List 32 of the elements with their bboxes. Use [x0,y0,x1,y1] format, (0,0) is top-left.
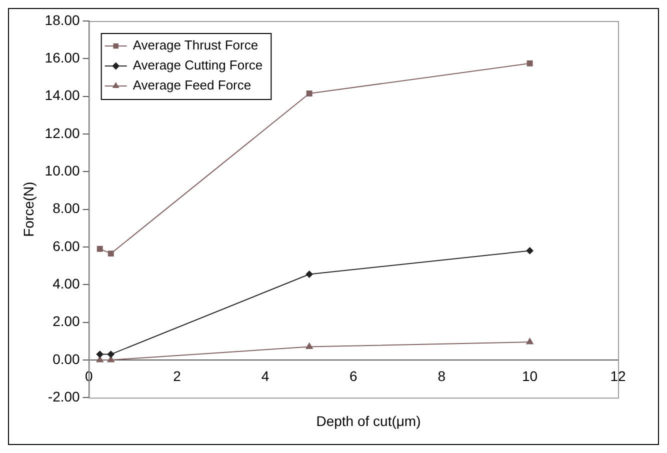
y-tick-label: 2.00 [52,313,80,330]
y-tick-label: 18.00 [44,12,80,28]
x-tick-label: 4 [261,368,270,384]
point [108,250,114,257]
y-axis-title: Force(N) [20,182,36,237]
point [96,350,104,358]
point [306,270,313,278]
point [107,350,114,358]
y-tick-label: 10.00 [44,162,80,178]
legend-label: Average Feed Force [132,78,252,93]
y-tick-label: 8.00 [52,200,80,216]
x-tick-label: 10 [522,368,538,384]
y-tick-label: 4.00 [52,275,80,292]
x-tick-label: 8 [438,368,446,384]
y-tick-label: 12.00 [44,124,80,141]
point [96,246,103,252]
y-tick-label: 0.00 [52,350,80,367]
y-tick-label: 16.00 [44,50,80,66]
x-tick-label: 6 [350,368,358,384]
point [306,342,313,350]
y-tick-label: 14.00 [44,87,80,104]
y-tick-label: 6.00 [52,238,80,254]
point [526,338,534,344]
legend-label: Average Thrust Force [132,38,258,53]
point [306,90,312,96]
point [526,247,534,254]
x-tick-label: 2 [173,368,182,384]
y-tick-label: -2.00 [48,388,80,404]
x-tick-label: 12 [610,368,626,384]
legend-label: Average Cutting Force [132,58,263,73]
x-axis-title: Depth of cut(μm) [315,412,422,431]
point [526,60,533,66]
